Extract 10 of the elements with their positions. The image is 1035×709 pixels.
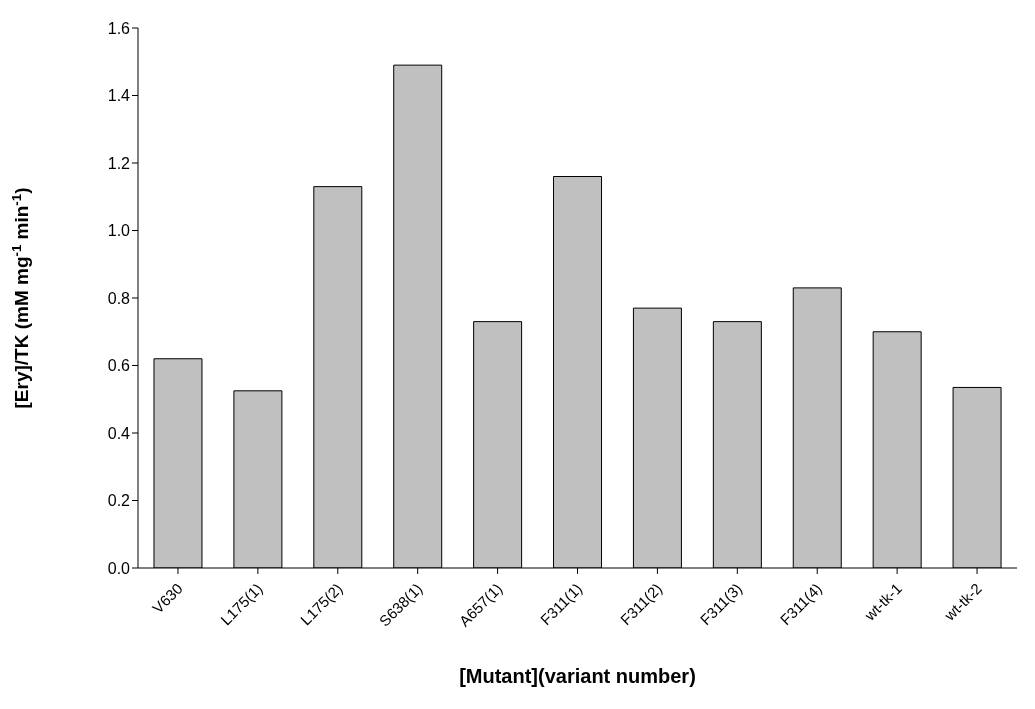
y-tick-label: 0.0 (107, 559, 131, 577)
y-tick-label: 0.2 (107, 492, 131, 510)
y-tick-label: 1.2 (107, 154, 131, 172)
y-tick-label: 0.6 (107, 357, 131, 375)
y-tick-label: 1.0 (107, 222, 131, 240)
y-tick-label: 1.6 (107, 19, 131, 37)
y-tick-label: 1.4 (107, 87, 131, 105)
x-axis-title: [Mutant](variant number) (459, 665, 696, 687)
y-tick-label: 0.8 (107, 289, 131, 307)
y-tick-label: 0.4 (107, 424, 131, 442)
